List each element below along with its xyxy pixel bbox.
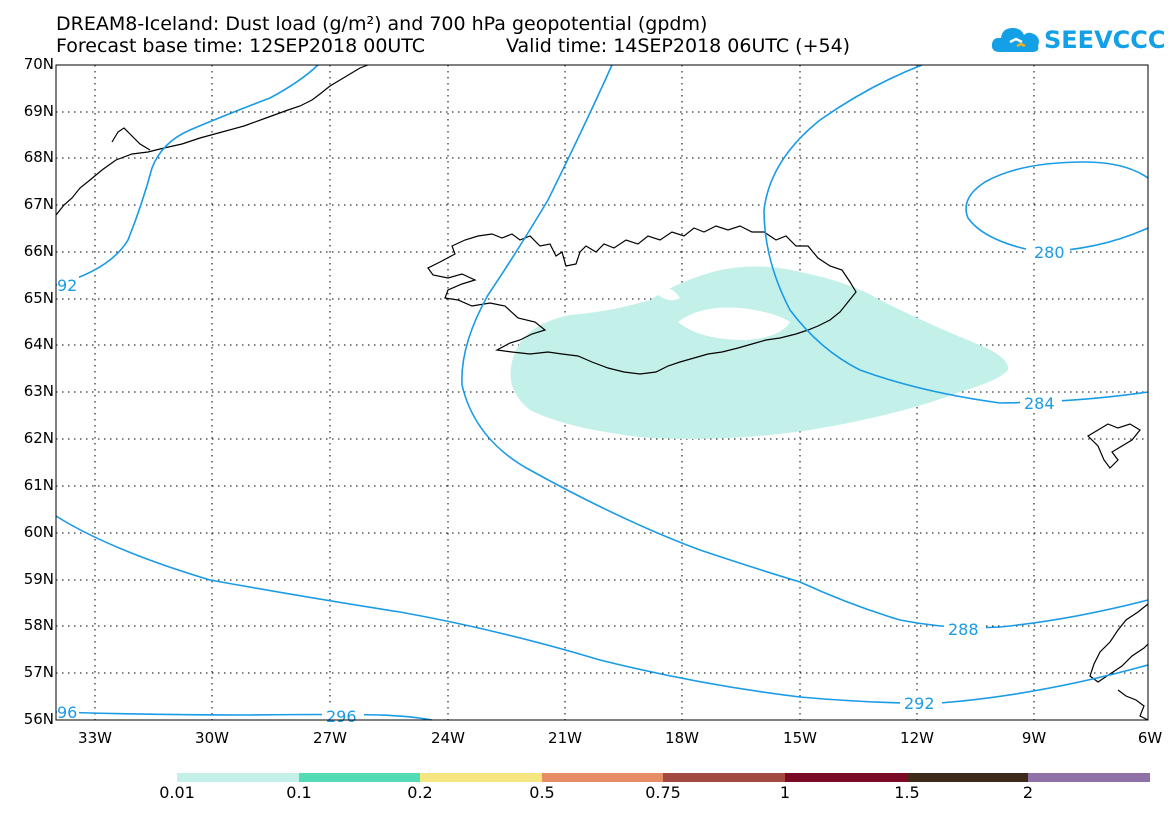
lon-label: 15W	[783, 729, 817, 747]
lat-label: 70N	[23, 55, 54, 73]
faroe-shetland-coast	[1087, 423, 1141, 469]
colorbar-label: 0.75	[645, 783, 681, 802]
contour-284-line	[763, 64, 1149, 404]
lon-label: 9W	[1021, 729, 1047, 747]
colorbar-swatch	[907, 773, 1028, 782]
lon-label: 12W	[900, 729, 934, 747]
contour-label: 92	[57, 276, 77, 295]
lat-label: 69N	[23, 102, 54, 120]
forecast-times: Forecast base time: 12SEP2018 00UTC Valid…	[56, 35, 850, 57]
lon-label: 33W	[78, 729, 112, 747]
lat-label: 64N	[23, 335, 54, 353]
colorbar-label: 0.5	[529, 783, 555, 802]
lat-label: 61N	[23, 476, 54, 494]
colorbar-label: 1	[779, 783, 791, 802]
lat-label: 60N	[23, 523, 54, 541]
dust-free-hole	[678, 307, 790, 340]
lat-label: 68N	[23, 148, 54, 166]
contour-296-line	[55, 711, 433, 721]
cloud-icon	[991, 28, 1039, 52]
colorbar-swatch	[177, 773, 299, 782]
logo-text: SEEVCCC	[1044, 26, 1166, 54]
contour-label: 284	[1024, 394, 1055, 413]
lat-label: 62N	[23, 429, 54, 447]
contour-label: 296	[326, 707, 357, 726]
greenland-coast	[111, 127, 151, 151]
contour-292-upper-line	[55, 64, 319, 286]
scotland-coast	[1117, 689, 1149, 721]
colorbar-label: 2	[1022, 783, 1034, 802]
lon-label: 21W	[548, 729, 582, 747]
scotland-coast	[1089, 603, 1149, 683]
colorbar-label: 0.2	[407, 783, 433, 802]
lon-label: 18W	[665, 729, 699, 747]
valid-time: Valid time: 14SEP2018 06UTC (+54)	[506, 35, 851, 57]
map-title: DREAM8-Iceland: Dust load (g/m²) and 700…	[56, 13, 708, 35]
colorbar-swatch	[785, 773, 907, 782]
coastlines	[55, 64, 1149, 721]
lon-label: 6W	[1137, 729, 1163, 747]
contour-label: 280	[1034, 243, 1065, 262]
lat-label: 56N	[23, 710, 54, 728]
colorbar-label: 0.01	[159, 783, 195, 802]
lon-label: 30W	[195, 729, 229, 747]
lat-label: 63N	[23, 382, 54, 400]
contour-label: 96	[57, 703, 77, 722]
colorbar-swatch	[299, 773, 420, 782]
lat-label: 66N	[23, 242, 54, 260]
dust-free-hole	[652, 287, 680, 301]
colorbar-swatch	[542, 773, 663, 782]
base-time: Forecast base time: 12SEP2018 00UTC	[56, 35, 426, 57]
contour-label: 292	[904, 694, 935, 713]
lat-label: 58N	[23, 616, 54, 634]
colorbar-label: 0.1	[286, 783, 312, 802]
lat-label: 67N	[23, 195, 54, 213]
colorbar-swatch	[663, 773, 785, 782]
colorbar-swatch	[1028, 773, 1150, 782]
colorbar-label: 1.5	[894, 783, 920, 802]
colorbar-swatch	[420, 773, 542, 782]
lat-label: 65N	[23, 289, 54, 307]
seevccc-logo: SEEVCCC	[990, 22, 1170, 58]
lon-label: 27W	[313, 729, 347, 747]
lon-label: 24W	[431, 729, 465, 747]
contour-label: 288	[948, 620, 979, 639]
lat-label: 59N	[23, 570, 54, 588]
greenland-coast	[55, 64, 369, 216]
lat-label: 57N	[23, 663, 54, 681]
colorbar	[177, 773, 1150, 782]
iceland-coast	[427, 225, 857, 375]
dust-load-area	[510, 266, 1009, 439]
